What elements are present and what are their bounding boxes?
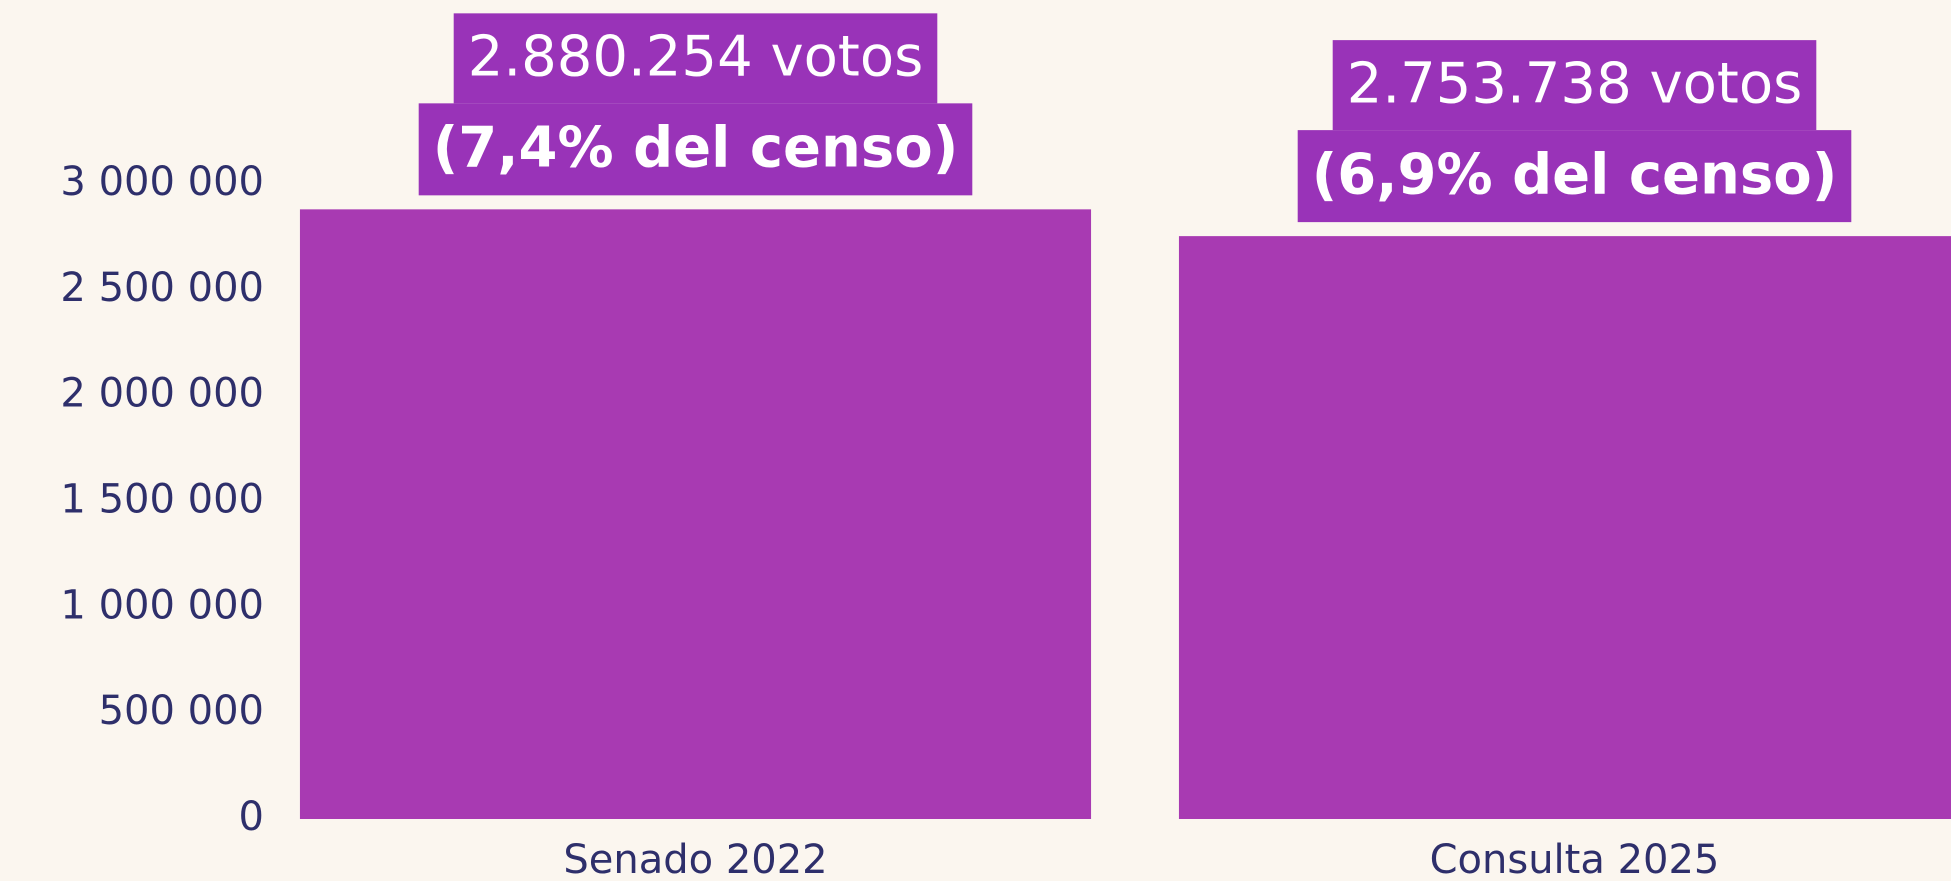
- value-label: 2.880.254 votos: [468, 24, 924, 89]
- value-label-group: (6,9% del censo): [1297, 130, 1852, 223]
- x-tick-label: Senado 2022: [563, 837, 827, 881]
- value-label: (6,9% del censo): [1312, 142, 1838, 207]
- y-tick-label: 1 500 000: [60, 477, 264, 523]
- value-label-group: 2.880.254 votos: [453, 13, 938, 104]
- value-label: (7,4% del censo): [433, 115, 959, 180]
- label-box: [1297, 130, 1852, 223]
- x-tick-label: Consulta 2025: [1430, 837, 1720, 881]
- y-tick-label: 0: [239, 794, 264, 840]
- label-box: [1332, 40, 1817, 131]
- bar: [299, 209, 1092, 819]
- label-box: [453, 13, 938, 104]
- value-label-group: 2.753.738 votos: [1332, 40, 1817, 131]
- bar: [1178, 236, 1951, 819]
- label-box: [418, 103, 973, 196]
- value-label-group: (7,4% del censo): [418, 103, 973, 196]
- y-tick-label: 2 500 000: [60, 265, 264, 311]
- y-tick-label: 1 000 000: [60, 582, 264, 628]
- y-tick-label: 500 000: [99, 688, 264, 734]
- y-tick-label: 2 000 000: [60, 371, 264, 417]
- value-label: 2.753.738 votos: [1347, 51, 1803, 116]
- y-tick-label: 3 000 000: [60, 159, 264, 205]
